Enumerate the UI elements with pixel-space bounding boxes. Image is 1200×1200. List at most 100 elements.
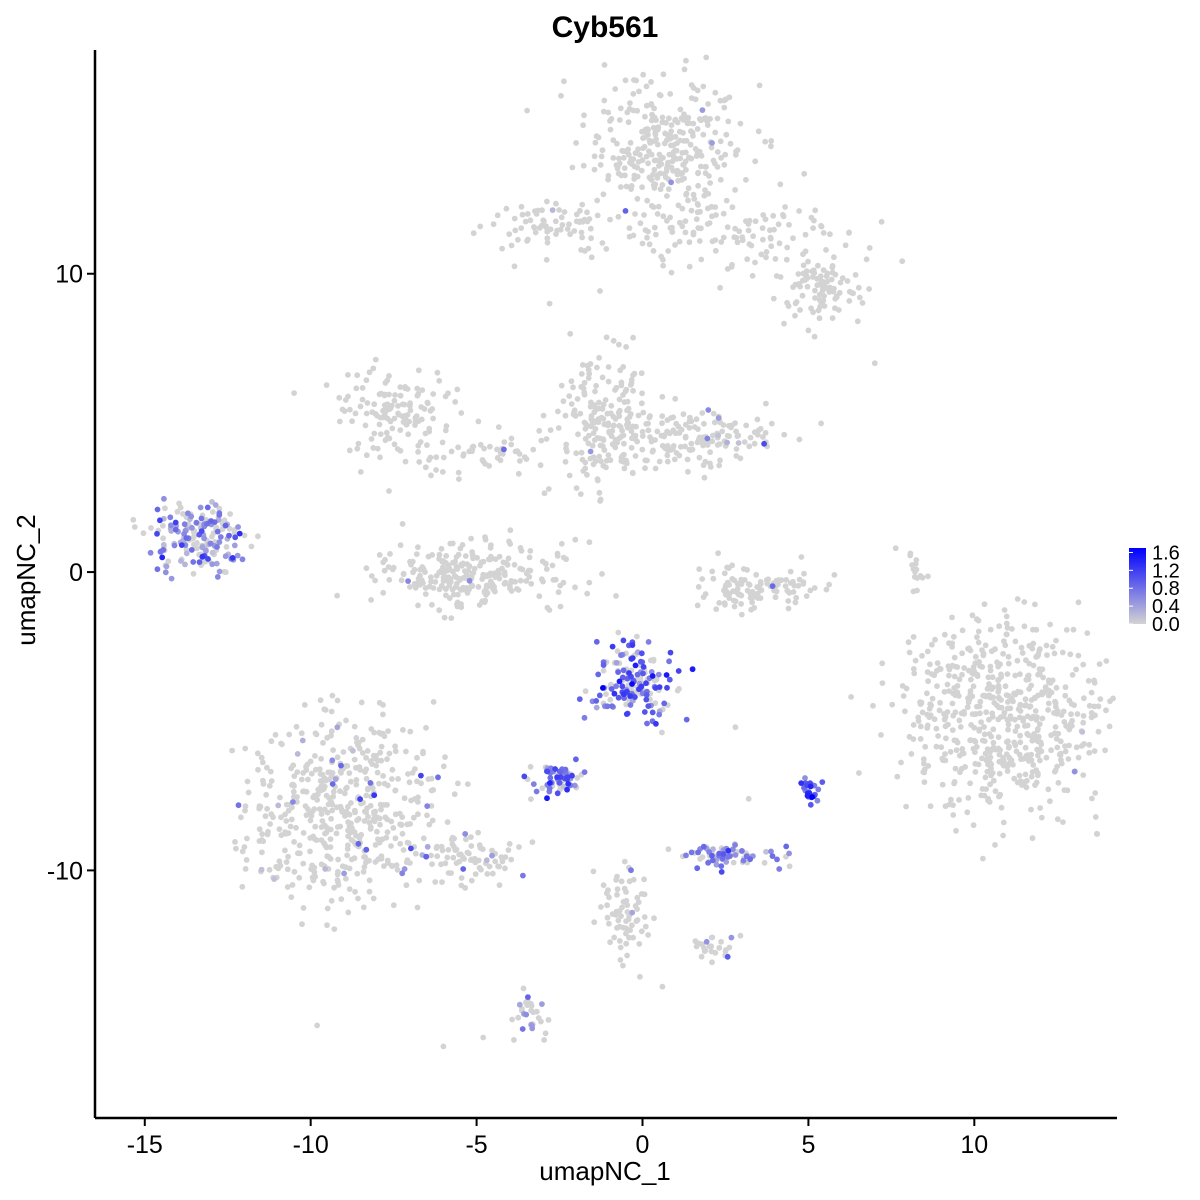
cell-point xyxy=(983,786,989,792)
cell-point xyxy=(300,788,306,795)
cell-point xyxy=(401,866,408,872)
cell-point xyxy=(340,749,347,755)
cell-point xyxy=(694,865,701,872)
cell-point xyxy=(929,695,936,702)
cell-point xyxy=(391,441,398,448)
cell-point xyxy=(785,605,792,612)
cell-point xyxy=(755,128,762,135)
cell-point xyxy=(846,230,852,236)
cell-point xyxy=(679,205,686,212)
cell-point xyxy=(233,845,239,852)
cell-point xyxy=(650,657,657,664)
cell-point xyxy=(951,673,958,680)
cell-point xyxy=(384,782,391,789)
cell-point xyxy=(543,223,549,230)
cell-point xyxy=(659,420,665,427)
cell-point xyxy=(693,416,700,423)
cell-point xyxy=(345,842,351,849)
cell-point xyxy=(679,170,686,176)
cell-point xyxy=(438,861,444,868)
cell-point xyxy=(629,161,635,168)
cell-point xyxy=(659,119,666,126)
cell-point xyxy=(732,724,739,731)
cell-point xyxy=(959,710,966,717)
cell-point xyxy=(428,852,434,859)
cell-point xyxy=(450,591,457,598)
cell-point xyxy=(751,440,758,447)
cell-point xyxy=(979,755,985,762)
cell-point xyxy=(979,737,986,744)
cell-point xyxy=(469,570,476,576)
cell-point xyxy=(558,92,564,99)
cell-point xyxy=(768,243,775,250)
cell-point xyxy=(350,747,356,754)
cell-point xyxy=(950,690,957,697)
cell-point xyxy=(363,775,370,782)
cell-point xyxy=(478,559,485,566)
cell-point xyxy=(420,835,427,842)
cell-point xyxy=(262,813,269,820)
cell-point xyxy=(579,218,586,225)
cell-point xyxy=(364,748,371,754)
cell-point xyxy=(521,454,528,461)
cell-point xyxy=(392,787,399,794)
cell-point xyxy=(1052,767,1059,774)
cell-point xyxy=(580,468,587,474)
cell-point xyxy=(645,427,652,434)
cell-point xyxy=(625,119,632,126)
cell-point xyxy=(986,684,992,690)
cell-point xyxy=(707,464,714,470)
cell-point xyxy=(329,801,336,808)
cell-point xyxy=(625,420,632,427)
cell-point xyxy=(889,701,896,708)
cell-point xyxy=(288,894,295,900)
cell-point xyxy=(732,187,738,193)
cell-point xyxy=(605,452,612,458)
cell-point xyxy=(524,211,531,217)
cell-point xyxy=(1024,722,1031,729)
cell-point xyxy=(1018,644,1025,651)
cell-point xyxy=(448,615,455,621)
cell-point xyxy=(394,446,401,452)
colorbar-label: 1.2 xyxy=(1152,560,1180,582)
cell-point xyxy=(509,1016,515,1023)
cell-point xyxy=(494,455,501,461)
cell-point xyxy=(1022,744,1029,751)
cell-point xyxy=(805,327,812,334)
cell-point xyxy=(1061,787,1068,793)
cell-point xyxy=(546,607,553,613)
cell-point xyxy=(665,248,672,254)
cell-point xyxy=(733,428,739,435)
cell-point xyxy=(672,147,678,154)
cell-point xyxy=(374,769,381,776)
cell-point xyxy=(458,410,465,416)
cell-point xyxy=(1070,626,1077,633)
cell-point xyxy=(621,858,628,865)
cell-point xyxy=(637,973,643,980)
cell-point xyxy=(382,437,389,444)
cell-point xyxy=(581,379,588,386)
cell-point xyxy=(981,601,988,608)
cell-point xyxy=(593,698,600,704)
cell-point xyxy=(664,193,670,199)
cell-point xyxy=(511,1037,517,1043)
cell-point xyxy=(768,143,774,150)
cell-point xyxy=(329,781,336,787)
cell-point xyxy=(560,579,567,586)
cell-point xyxy=(1058,760,1065,767)
cell-point xyxy=(392,811,399,818)
cell-point xyxy=(606,920,612,927)
cell-point xyxy=(1059,649,1066,656)
cell-point xyxy=(386,373,392,379)
cell-point xyxy=(502,854,509,860)
cell-point xyxy=(648,101,655,107)
cell-point xyxy=(455,469,462,476)
cell-point xyxy=(1081,695,1087,702)
cell-point xyxy=(642,923,649,930)
cell-point xyxy=(1004,705,1011,712)
cell-point xyxy=(408,845,414,852)
cell-point xyxy=(635,899,642,906)
cell-point xyxy=(1015,688,1021,695)
cell-point xyxy=(185,510,191,517)
cell-point xyxy=(634,438,641,445)
